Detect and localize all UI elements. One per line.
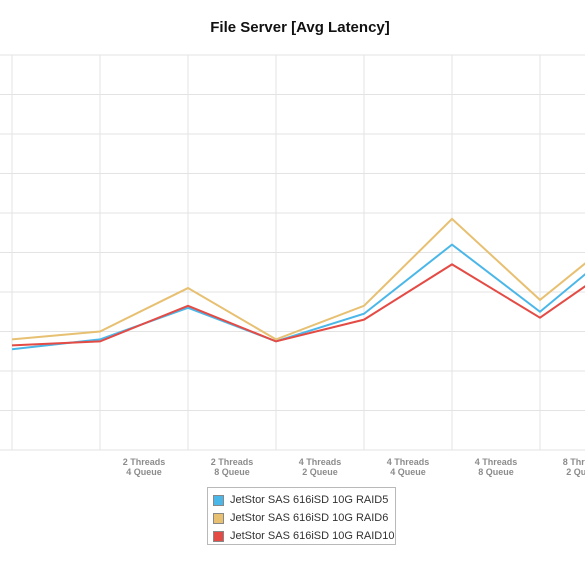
- legend-label: JetStor SAS 616iSD 10G RAID6: [230, 512, 389, 524]
- legend-item-2[interactable]: JetStor SAS 616iSD 10G RAID6: [213, 509, 395, 527]
- legend-swatch: [213, 530, 224, 542]
- legend-swatch: [213, 494, 224, 506]
- grid: [0, 54, 585, 451]
- x-tick-labels: 2 Threads 4 Queue 2 Threads 8 Queue 4 Thread…: [123, 457, 585, 477]
- x-tick-label: 4 Threads 8 Queue: [475, 457, 518, 477]
- x-tick-label: 2 Threads 8 Queue: [211, 457, 254, 477]
- series-lines: [11, 217, 585, 351]
- chart-title: File Server [Avg Latency]: [210, 19, 390, 36]
- x-tick-label: 4 Threads 4 Queue: [387, 457, 430, 477]
- legend-swatch: [213, 512, 224, 524]
- series-line-1: [11, 243, 585, 351]
- series-line-3: [11, 263, 585, 347]
- x-tick-label: 2 Threads 4 Queue: [123, 457, 166, 477]
- legend-label: JetStor SAS 616iSD 10G RAID10: [230, 530, 395, 542]
- legend-item-1[interactable]: JetStor SAS 616iSD 10G RAID5: [213, 491, 395, 509]
- legend-label: JetStor SAS 616iSD 10G RAID5: [230, 494, 389, 506]
- legend-item-3[interactable]: JetStor SAS 616iSD 10G RAID10: [213, 527, 395, 545]
- series-line-2: [11, 217, 585, 341]
- x-tick-label: 4 Threads 2 Queue: [299, 457, 342, 477]
- legend: JetStor SAS 616iSD 10G RAID5 JetStor SAS …: [207, 487, 396, 545]
